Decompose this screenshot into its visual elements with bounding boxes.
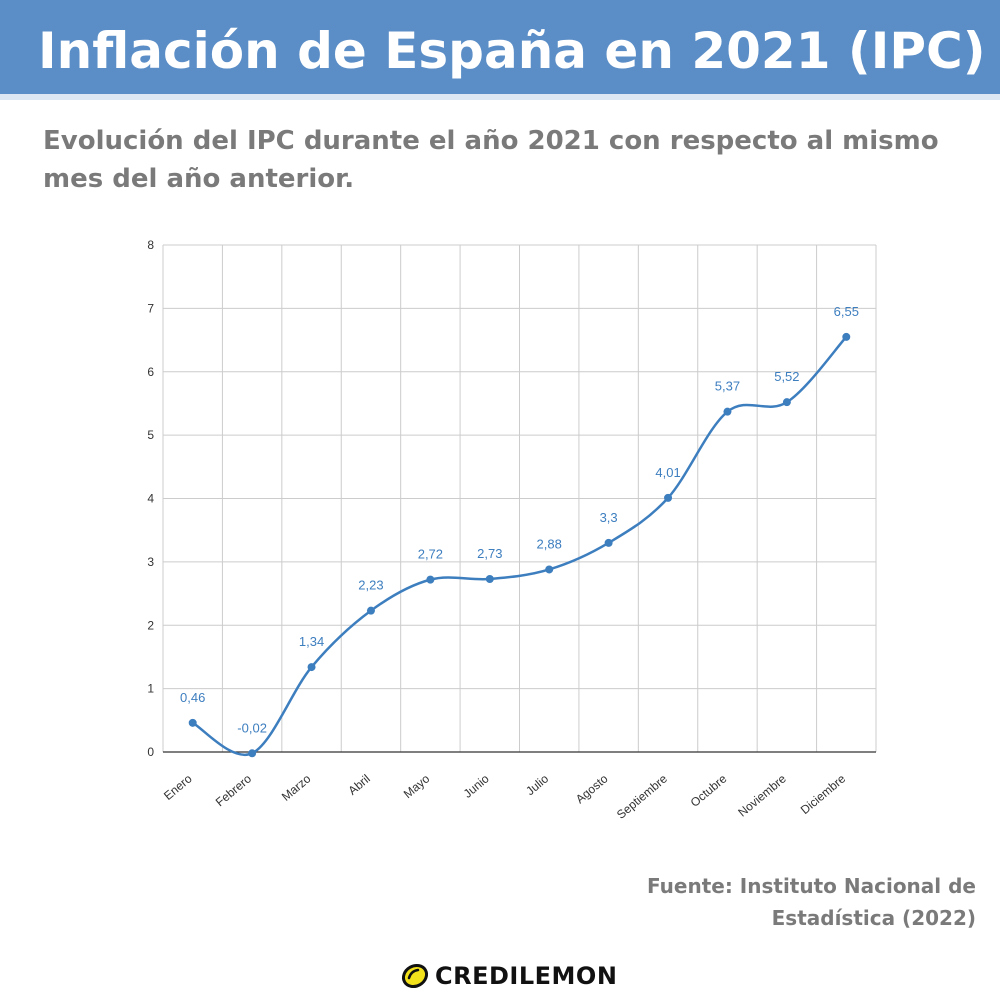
data-point bbox=[545, 565, 554, 574]
data-point bbox=[485, 574, 494, 583]
y-tick-label: 4 bbox=[147, 492, 154, 506]
data-label: 2,72 bbox=[418, 547, 443, 562]
series-line bbox=[192, 336, 848, 757]
data-label: 0,46 bbox=[180, 690, 205, 705]
x-tick-label: Diciembre bbox=[798, 771, 849, 817]
x-tick-label: Junio bbox=[461, 771, 492, 800]
x-tick-label: Marzo bbox=[279, 771, 314, 803]
x-tick-label: Noviembre bbox=[735, 771, 789, 819]
lemon-icon bbox=[401, 963, 429, 989]
data-point bbox=[307, 663, 316, 672]
chart-subtitle: Evolución del IPC durante el año 2021 co… bbox=[43, 126, 939, 194]
data-label: 3,3 bbox=[600, 510, 618, 525]
y-tick-label: 7 bbox=[147, 301, 154, 315]
data-point bbox=[366, 606, 375, 615]
credilemon-logo: CREDILEMON bbox=[400, 958, 617, 994]
y-tick-label: 8 bbox=[147, 238, 154, 252]
data-point bbox=[248, 749, 257, 758]
data-label: 2,88 bbox=[537, 536, 562, 551]
y-tick-label: 5 bbox=[147, 428, 154, 442]
header-banner: Inflación de España en 2021 (IPC) bbox=[0, 0, 1000, 100]
x-tick-label: Enero bbox=[161, 771, 195, 803]
brand-name: CREDILEMON bbox=[435, 962, 618, 990]
data-label: 2,73 bbox=[477, 546, 502, 561]
x-tick-label: Abril bbox=[345, 772, 372, 798]
x-tick-label: Septiembre bbox=[614, 771, 670, 821]
y-tick-label: 1 bbox=[147, 682, 154, 696]
y-tick-label: 2 bbox=[147, 618, 154, 632]
data-label: -0,02 bbox=[237, 720, 267, 735]
y-tick-label: 3 bbox=[147, 555, 154, 569]
data-point bbox=[723, 407, 732, 416]
data-point bbox=[426, 575, 435, 584]
data-label: 5,37 bbox=[715, 379, 740, 394]
x-tick-label: Agosto bbox=[573, 771, 611, 806]
data-point bbox=[604, 538, 613, 547]
y-tick-label: 6 bbox=[147, 365, 154, 379]
data-point bbox=[782, 398, 791, 407]
data-label: 6,55 bbox=[834, 304, 859, 319]
data-label: 1,34 bbox=[299, 634, 324, 649]
source-note: Fuente: Instituto Nacional de Estadístic… bbox=[647, 874, 976, 930]
data-label: 5,52 bbox=[774, 369, 799, 384]
data-label: 4,01 bbox=[655, 465, 680, 480]
y-tick-label: 0 bbox=[147, 745, 154, 759]
x-tick-label: Julio bbox=[523, 771, 551, 798]
x-tick-label: Febrero bbox=[213, 771, 254, 809]
x-tick-label: Mayo bbox=[401, 771, 433, 801]
data-point bbox=[664, 493, 673, 502]
page-title: Inflación de España en 2021 (IPC) bbox=[38, 22, 986, 80]
x-tick-label: Octubre bbox=[688, 771, 730, 809]
data-label: 2,23 bbox=[358, 578, 383, 593]
data-point bbox=[842, 332, 851, 341]
data-point bbox=[188, 718, 197, 727]
